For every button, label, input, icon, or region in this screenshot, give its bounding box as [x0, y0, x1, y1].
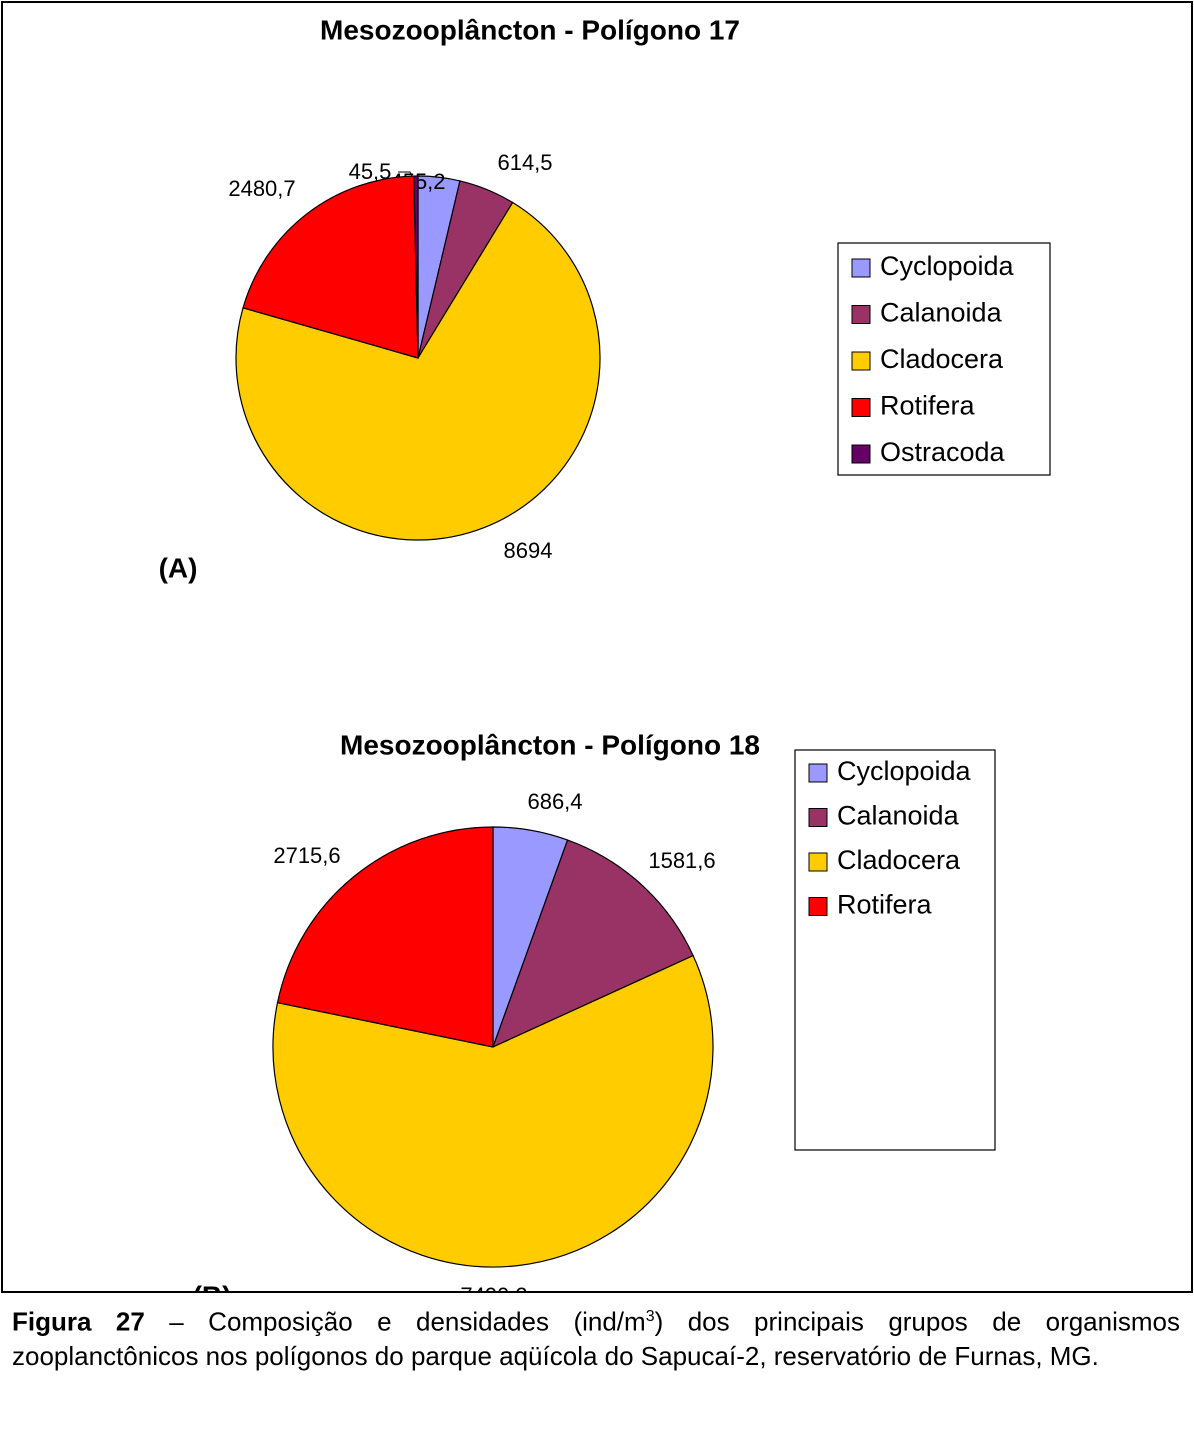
caption-text: ) dos principais grupos de organismos zo… — [12, 1306, 1181, 1371]
legend-swatch — [808, 763, 828, 783]
data-label: 614,5 — [497, 150, 552, 175]
legend-swatch — [851, 351, 871, 371]
caption-text: – Composição e densidades (ind/m — [169, 1306, 646, 1337]
legend-label: Cyclopoida — [837, 756, 972, 786]
frame — [1, 1, 1193, 1293]
legend-box — [837, 242, 1051, 476]
data-label: 2480,7 — [228, 176, 295, 201]
data-label: 45,5 — [349, 159, 392, 184]
legend-swatch — [851, 398, 871, 417]
legend-label: Rotifera — [837, 890, 933, 920]
data-label: 686,4 — [527, 789, 582, 814]
caption-superscript: 3 — [645, 1308, 655, 1325]
legend-swatch — [851, 444, 871, 464]
pie-slice — [491, 839, 694, 1049]
legend-swatch — [851, 305, 871, 324]
charts: Mesozooplâncton - Polígono 17(A)455,2614… — [1, 1, 1193, 1293]
legend-label: Calanoida — [837, 801, 960, 831]
data-label: 1581,6 — [648, 848, 715, 873]
data-label: 8694 — [504, 538, 553, 563]
pie-slice — [413, 175, 419, 359]
legend-swatch — [808, 852, 828, 872]
legend-swatch — [808, 897, 828, 916]
pie-slice — [242, 175, 419, 359]
figure-number: Figura 27 — [12, 1306, 145, 1337]
chart-title: Mesozooplâncton - Polígono 17 — [320, 14, 740, 45]
legend-box — [794, 749, 996, 1151]
legend-swatch — [851, 258, 871, 278]
chart-title: Mesozooplâncton - Polígono 18 — [340, 729, 760, 760]
pie-slice — [235, 201, 601, 541]
legend-swatch — [808, 808, 828, 827]
legend-label: Rotifera — [880, 391, 976, 421]
panel-label: (A) — [159, 552, 198, 583]
pie-slice — [272, 954, 714, 1268]
legend-label: Cyclopoida — [880, 251, 1015, 281]
legend-label: Calanoida — [880, 298, 1003, 328]
pie-slice — [276, 826, 494, 1048]
caption: Figura 27 – Composição e densidades (ind… — [12, 1300, 1180, 1373]
legend-label: Cladocera — [880, 344, 1004, 374]
data-label: 2715,6 — [273, 843, 340, 868]
legend-label: Cladocera — [837, 845, 961, 875]
legend-label: Ostracoda — [880, 437, 1006, 467]
panel-label: (B) — [193, 1280, 232, 1293]
data-label: 7490,2 — [460, 1283, 527, 1293]
